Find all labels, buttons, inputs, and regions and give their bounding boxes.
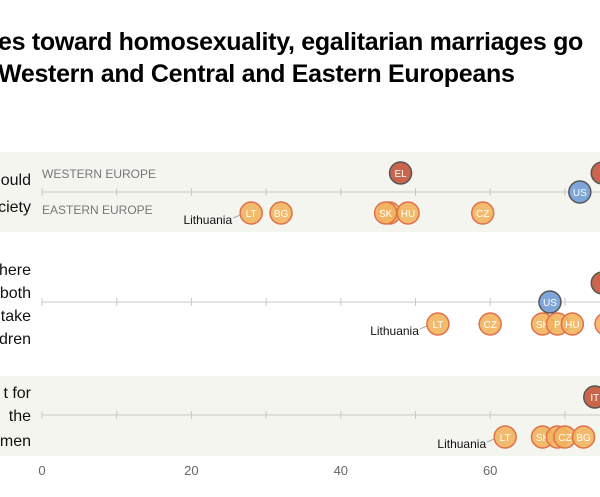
dot-i: I — [590, 271, 600, 295]
dot-circle — [426, 312, 450, 336]
dot-unlabeled — [594, 313, 600, 335]
row-label-line: ould — [1, 172, 31, 189]
title-line-1: es toward homosexuality, egalitarian mar… — [0, 28, 584, 56]
legend-western-europe: WESTERN EUROPE — [42, 167, 156, 181]
dot-label: SK — [536, 433, 550, 444]
dot-us: US — [538, 290, 562, 314]
dot-bg: BG — [571, 425, 596, 449]
dot-label: EL — [394, 169, 407, 180]
dot-us: US — [568, 180, 592, 204]
dot-i: I — [590, 161, 600, 185]
dot-hu: HU — [560, 312, 585, 336]
row-label-line: both — [0, 285, 31, 302]
dot-lt: LT — [239, 201, 263, 225]
dot-label: CZ — [476, 209, 489, 220]
x-tick-label: 40 — [334, 463, 348, 478]
dot-label: LT — [246, 209, 257, 220]
dot-circle — [571, 425, 596, 449]
row-label-line: men — [0, 433, 31, 450]
row-label-line: dren — [0, 331, 31, 348]
callout-line — [419, 325, 428, 330]
dot-el: EL — [388, 161, 413, 185]
dot-cz: CZ — [553, 425, 577, 449]
x-tick-label: 60 — [483, 463, 497, 478]
dot-circle — [568, 180, 592, 204]
dot-circle — [560, 312, 585, 336]
dot-label: BG — [576, 433, 591, 444]
dot-label: P — [554, 320, 561, 331]
dot-label: SK — [536, 320, 550, 331]
dot-hu: HU — [396, 201, 420, 225]
dot-sk: SK — [373, 201, 398, 225]
row-label-line: t for — [3, 385, 31, 402]
callout-label: Lithuania — [437, 437, 486, 451]
dot-circle — [590, 161, 600, 185]
x-tick-label: 0 — [38, 463, 45, 478]
row-3: t for the men Lithuania IT LT SK CZ BG — [0, 376, 600, 456]
dot-label: US — [543, 298, 557, 309]
dot-cz: CZ — [478, 312, 502, 336]
callout-line — [232, 214, 241, 219]
callout-label: Lithuania — [370, 324, 419, 338]
dot-label: BG — [274, 209, 289, 220]
dot-circle — [388, 161, 413, 185]
dot-label: LT — [432, 320, 443, 331]
callout-line — [486, 438, 495, 443]
dot-label: CZ — [558, 433, 571, 444]
title-line-2: Western and Central and Eastern European… — [0, 60, 515, 88]
dot-circle — [590, 271, 600, 295]
row-1: ould ciety WESTERN EUROPE EASTERN EUROPE Lit… — [0, 152, 600, 232]
dot-circle — [239, 201, 263, 225]
legend-eastern-europe: EASTERN EUROPE — [42, 203, 153, 217]
dot-lt: LT — [426, 312, 450, 336]
row-label-line: ciety — [0, 199, 31, 216]
chart-title: es toward homosexuality, egalitarian mar… — [0, 26, 583, 90]
dot-lt: LT — [493, 425, 517, 449]
callout-label: Lithuania — [183, 213, 232, 227]
dot-circle — [470, 201, 495, 225]
dot-circle — [538, 290, 562, 314]
dot-label: IT — [590, 393, 599, 404]
row-label-line: take — [1, 308, 31, 325]
dot-bg: BG — [269, 201, 293, 225]
x-tick-label: 20 — [184, 463, 198, 478]
row-label-line: here — [0, 262, 31, 279]
dot-label: HU — [565, 320, 579, 331]
dot-circle — [269, 201, 293, 225]
dot-it: IT — [583, 385, 600, 409]
dot-label: SK — [379, 209, 393, 220]
dot-label: LT — [500, 433, 511, 444]
dot-circle — [583, 385, 600, 409]
dot-circle — [396, 201, 420, 225]
dot-circle — [478, 312, 502, 336]
dot-circle — [493, 425, 517, 449]
dot-label: HU — [401, 209, 415, 220]
dot-label: CZ — [484, 320, 497, 331]
dot-cz: CZ — [470, 201, 495, 225]
dot-circle — [594, 313, 600, 335]
row-2: here both take dren Lithuania I US LT CZ SK P HU — [0, 262, 600, 348]
dot-label: US — [573, 188, 587, 199]
row-label-line: the — [9, 408, 31, 425]
